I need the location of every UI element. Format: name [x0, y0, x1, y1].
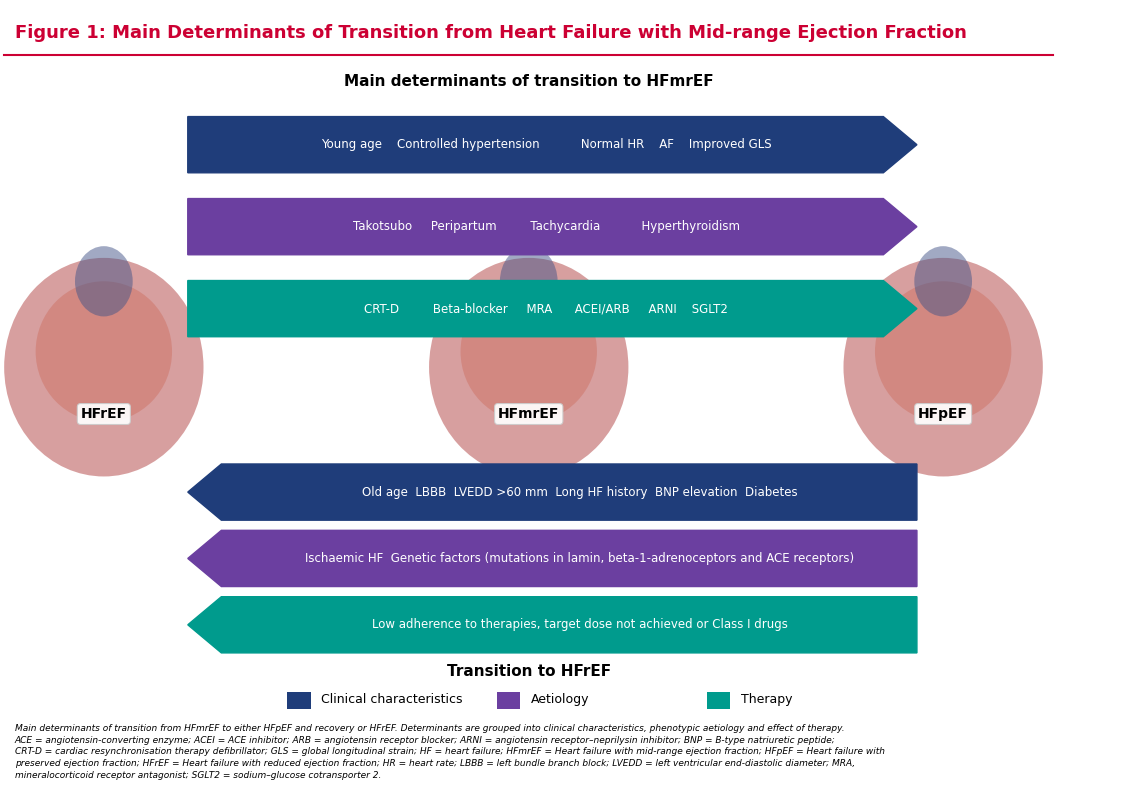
- Ellipse shape: [429, 258, 629, 477]
- Text: Transition to HFrEF: Transition to HFrEF: [447, 664, 611, 679]
- Ellipse shape: [844, 258, 1043, 477]
- Ellipse shape: [5, 258, 204, 477]
- Text: Ischaemic HF  Genetic factors (mutations in lamin, beta-1-adrenoceptors and ACE : Ischaemic HF Genetic factors (mutations …: [305, 552, 854, 565]
- Ellipse shape: [75, 246, 133, 316]
- Ellipse shape: [460, 282, 597, 422]
- Text: Aetiology: Aetiology: [531, 694, 589, 706]
- Text: CRT-D         Beta-blocker     MRA      ACEI/ARB     ARNI    SGLT2: CRT-D Beta-blocker MRA ACEI/ARB ARNI SGL…: [364, 302, 728, 315]
- Polygon shape: [188, 117, 916, 173]
- Ellipse shape: [35, 282, 172, 422]
- Polygon shape: [188, 281, 916, 337]
- Text: CRT-D = cardiac resynchronisation therapy defibrillator; GLS = global longitudin: CRT-D = cardiac resynchronisation therap…: [15, 747, 885, 757]
- Text: HFpEF: HFpEF: [919, 407, 969, 421]
- Text: Main determinants of transition to HFmrEF: Main determinants of transition to HFmrE…: [343, 74, 714, 89]
- Text: Clinical characteristics: Clinical characteristics: [321, 694, 463, 706]
- Polygon shape: [188, 464, 916, 520]
- FancyBboxPatch shape: [707, 692, 730, 709]
- Text: ACE = angiotensin-converting enzyme; ACEI = ACE inhibitor; ARB = angiotensin rec: ACE = angiotensin-converting enzyme; ACE…: [15, 735, 836, 745]
- Text: preserved ejection fraction; HFrEF = Heart failure with reduced ejection fractio: preserved ejection fraction; HFrEF = Hea…: [15, 759, 855, 768]
- Text: Old age  LBBB  LVEDD >60 mm  Long HF history  BNP elevation  Diabetes: Old age LBBB LVEDD >60 mm Long HF histor…: [362, 485, 797, 499]
- FancyBboxPatch shape: [288, 692, 310, 709]
- Text: HFmrEF: HFmrEF: [498, 407, 559, 421]
- Polygon shape: [188, 596, 916, 653]
- Text: Figure 1: Main Determinants of Transition from Heart Failure with Mid-range Ejec: Figure 1: Main Determinants of Transitio…: [15, 24, 966, 42]
- Text: Main determinants of transition from HFmrEF to either HFpEF and recovery or HFrE: Main determinants of transition from HFm…: [15, 724, 845, 733]
- Text: Low adherence to therapies, target dose not achieved or Class I drugs: Low adherence to therapies, target dose …: [372, 619, 788, 631]
- Ellipse shape: [875, 282, 1011, 422]
- FancyBboxPatch shape: [497, 692, 521, 709]
- Polygon shape: [188, 199, 916, 255]
- Text: HFrEF: HFrEF: [81, 407, 127, 421]
- Ellipse shape: [500, 246, 557, 316]
- Polygon shape: [188, 530, 916, 586]
- Text: Takotsubo     Peripartum         Tachycardia           Hyperthyroidism: Takotsubo Peripartum Tachycardia Hyperth…: [352, 220, 739, 234]
- Text: mineralocorticoid receptor antagonist; SGLT2 = sodium–glucose cotransporter 2.: mineralocorticoid receptor antagonist; S…: [15, 771, 381, 780]
- Text: Therapy: Therapy: [740, 694, 792, 706]
- Ellipse shape: [914, 246, 972, 316]
- Text: Young age    Controlled hypertension           Normal HR    AF    Improved GLS: Young age Controlled hypertension Normal…: [321, 138, 771, 151]
